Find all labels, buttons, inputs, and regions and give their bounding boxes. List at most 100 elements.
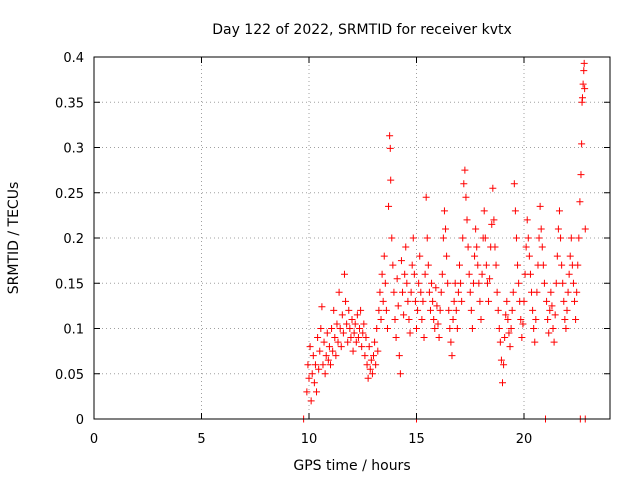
data-point [394,302,402,310]
x-tick-label: 10 [301,432,318,447]
data-point [453,325,461,332]
data-point [559,279,567,287]
data-point [359,329,367,337]
data-point [304,361,312,369]
data-point [350,329,358,337]
data-point [357,306,365,314]
y-tick-label: 0.2 [63,232,84,247]
data-point [405,315,413,323]
data-point [349,347,357,355]
y-tick-label: 0.15 [55,277,84,292]
data-point [305,374,313,382]
data-point [310,379,318,387]
data-point [415,279,423,287]
data-point [495,325,503,332]
data-point [520,297,528,305]
data-point [522,243,530,251]
data-point [445,306,453,314]
data-point [404,297,412,305]
data-point [434,320,442,328]
data-point [512,234,520,242]
data-point [518,334,526,342]
y-tick-label: 0.4 [63,51,84,66]
data-point [423,234,431,242]
data-point [324,356,332,364]
data-point [432,284,440,292]
data-point [313,388,321,396]
data-point [461,166,469,174]
data-point [551,311,559,319]
data-point [410,270,418,278]
data-point [561,315,569,323]
data-point [504,315,512,323]
data-point [358,343,366,351]
data-point [532,315,540,323]
data-point [581,85,589,93]
data-point [393,275,401,283]
data-point [334,338,342,346]
data-point [425,288,433,296]
data-point [319,361,327,369]
data-point [438,270,446,278]
data-point [318,303,326,311]
data-point [477,315,485,323]
data-point [449,315,457,323]
data-point [530,325,538,332]
data-point [476,297,484,305]
data-point [492,261,500,269]
data-point [523,216,531,224]
y-tick-label: 0 [76,413,84,428]
data-point [538,243,546,251]
data-point [499,379,506,387]
data-point [577,171,585,179]
data-point [535,234,543,242]
data-point [525,252,533,260]
data-point [368,370,376,378]
data-point [580,67,588,75]
data-point [539,261,547,269]
data-point [442,225,450,233]
data-point [581,225,589,233]
data-point [578,140,586,148]
data-point [360,320,368,328]
data-point [329,347,337,355]
data-point [519,320,527,328]
data-point [371,338,379,346]
y-tick-label: 0.3 [63,142,84,157]
data-point [474,261,482,269]
data-point [540,279,548,287]
data-point [414,306,422,314]
data-point [560,297,568,305]
data-point [457,279,465,287]
data-point [550,338,558,346]
data-point [488,220,496,228]
data-point [429,297,437,305]
data-point [440,207,448,215]
data-point [436,306,444,314]
data-point [386,144,394,152]
data-point [571,297,579,305]
data-point [446,325,454,332]
data-point [439,234,447,242]
data-point [353,311,361,319]
data-point [377,315,385,323]
data-point [573,288,581,296]
data-point [342,297,350,305]
data-point [419,297,427,305]
data-point [496,338,504,346]
data-point [503,297,511,305]
data-point [346,325,354,332]
data-point [574,261,582,269]
data-point [330,306,338,314]
data-point [547,288,555,296]
data-point [443,252,451,260]
data-point [391,315,399,323]
data-point [424,261,432,269]
data-point [372,361,380,369]
data-point [365,343,373,351]
data-point [501,334,509,342]
data-point [413,325,420,332]
data-point [576,198,584,206]
data-point [373,325,381,332]
data-point [332,352,340,360]
